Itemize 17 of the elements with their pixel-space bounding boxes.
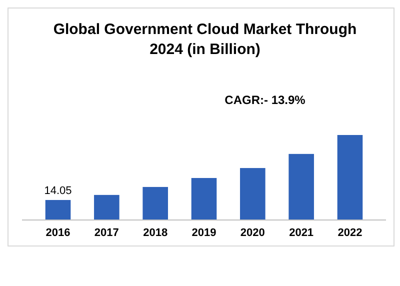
x-tick-label: 2021 (289, 227, 314, 239)
x-tick-label: 2017 (94, 227, 119, 239)
x-tick-label: 2018 (143, 227, 168, 239)
x-tick-label: 2016 (46, 227, 70, 239)
x-tick-label: 2020 (240, 227, 265, 239)
x-tick-label: 2019 (192, 227, 216, 239)
text: CAGR:- 13.9% (224, 93, 306, 107)
bar (240, 168, 266, 220)
data-label: 14.05 (44, 184, 72, 197)
x-tick-label: 2022 (338, 227, 362, 239)
bar (45, 200, 71, 220)
chart-title: Global Government Cloud Market Through 2024 (in Billion) (53, 21, 357, 58)
bar (142, 186, 168, 220)
bar (337, 135, 363, 220)
bar (94, 194, 120, 220)
bar (288, 154, 314, 220)
bar (191, 178, 217, 220)
